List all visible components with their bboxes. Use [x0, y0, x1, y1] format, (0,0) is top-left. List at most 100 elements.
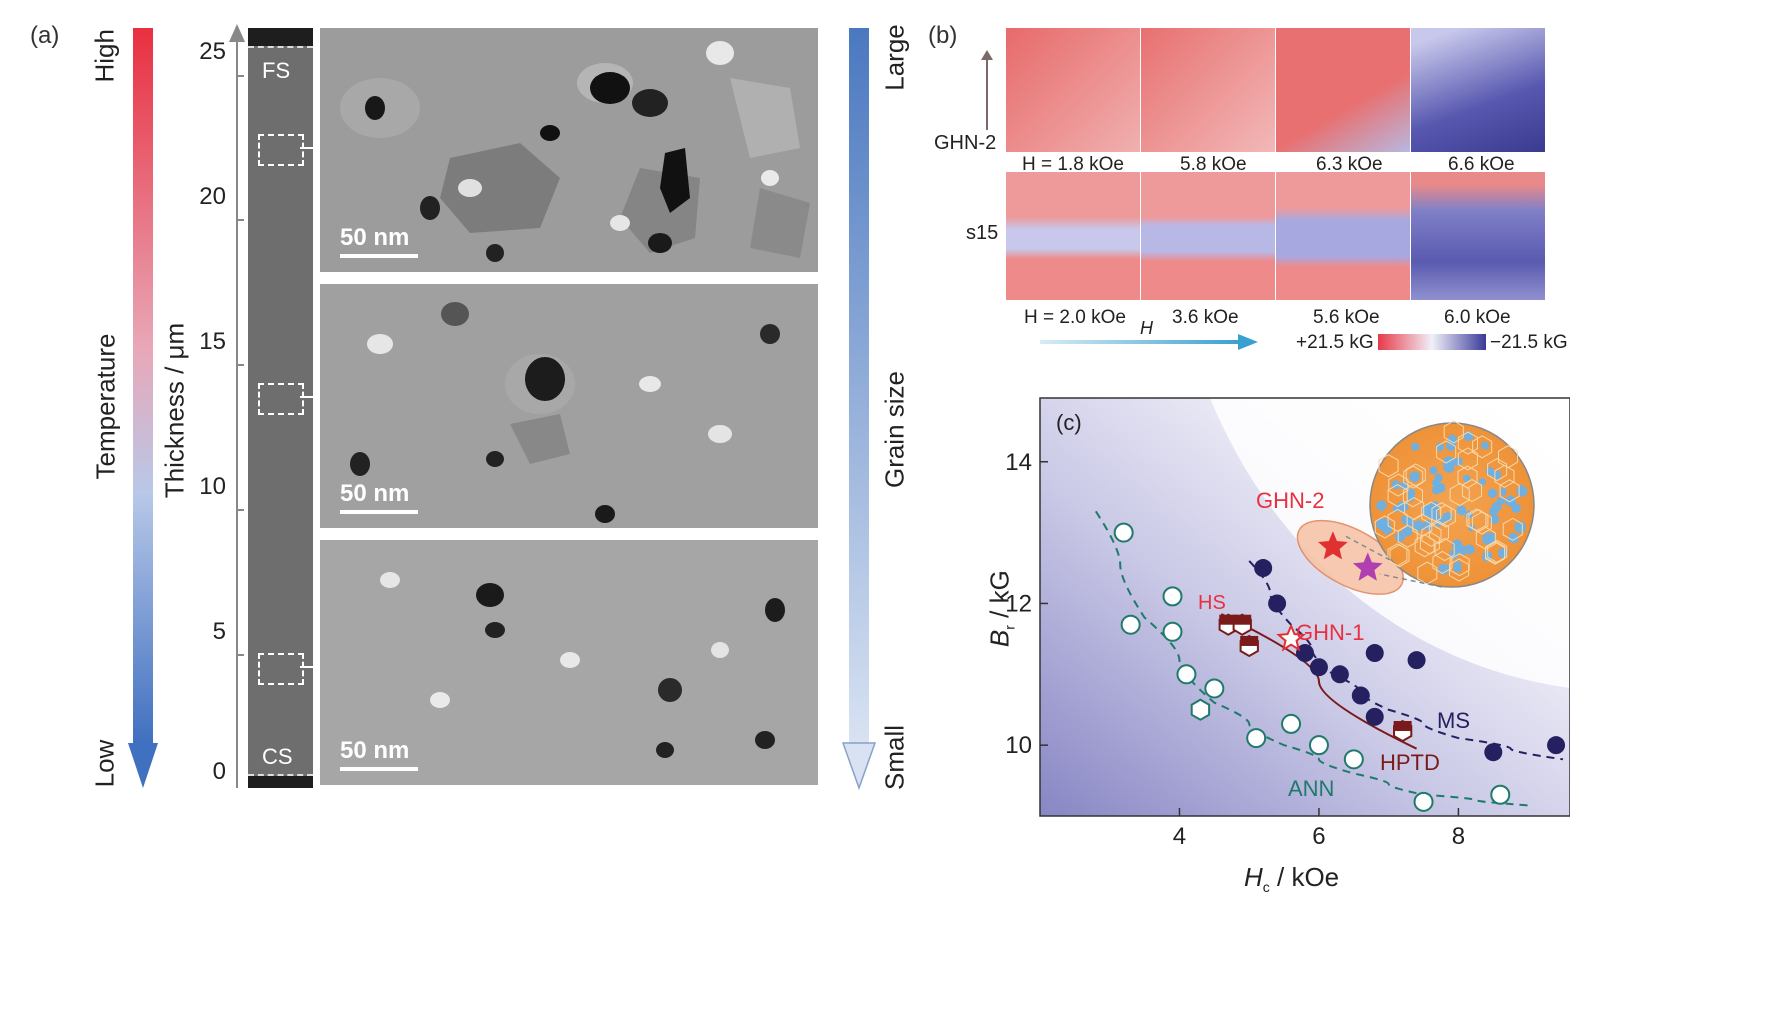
- grain-outline: [1435, 504, 1456, 528]
- data-point-ann: [1246, 728, 1267, 749]
- grain-outline: [1432, 550, 1453, 574]
- data-point-ms: [1407, 651, 1426, 670]
- plot-frame: [1039, 397, 1570, 817]
- ghn2-highlight-ellipse: [1296, 519, 1404, 595]
- temperature-gradient-arrow: [128, 28, 158, 788]
- temperature-low-label: Low: [89, 739, 120, 788]
- row1-field-4: 6.6 kOe: [1448, 154, 1515, 175]
- grain-outline: [1388, 473, 1409, 497]
- grain-outline: [1402, 484, 1423, 508]
- grain-boundary-phase: [1456, 504, 1466, 516]
- data-point-hptd-fill: [1219, 614, 1238, 625]
- scale-bar-label: 50 nm: [340, 737, 410, 764]
- grain-boundary-phase: [1487, 532, 1496, 543]
- data-point-ghn2: [1318, 531, 1348, 560]
- x-tick-label: 4: [1173, 823, 1186, 850]
- sample-region-box-top: [258, 134, 304, 166]
- scale-bar-label: 50 nm: [340, 224, 410, 251]
- data-point-ann: [1281, 713, 1302, 734]
- thickness-tick-10: 10: [199, 473, 226, 500]
- data-point-ann: [1204, 678, 1225, 699]
- c-xlabel-unit: / kOe: [1269, 862, 1340, 892]
- grain-boundary-phase: [1435, 442, 1444, 452]
- data-point-ms: [1365, 644, 1384, 663]
- thickness-tick-25: 25: [199, 38, 226, 65]
- temperature-high-label: High: [89, 29, 120, 83]
- data-point-ann: [1162, 621, 1183, 642]
- grain-outline: [1387, 508, 1408, 532]
- data-point-ms: [1351, 686, 1370, 705]
- grain-outline: [1466, 508, 1487, 532]
- row1-sample-label: GHN-2: [934, 132, 997, 154]
- microstructure-inset: [1369, 422, 1535, 588]
- grain-size-small-label: Small: [879, 725, 910, 791]
- fit-line-ms: [1248, 560, 1564, 761]
- grain-outline: [1502, 517, 1523, 541]
- grain-boundary-phase: [1411, 442, 1420, 452]
- thickness-axis-arrow: [229, 24, 245, 788]
- ghn2-annotation: GHN-2: [1256, 488, 1325, 513]
- grain-boundary-phase: [1481, 441, 1489, 450]
- grain-outline: [1472, 435, 1493, 459]
- y-tick-label: 14: [1005, 449, 1032, 476]
- grain-outline: [1389, 544, 1410, 568]
- x-tick-label: 6: [1312, 823, 1325, 850]
- row1-field-3: 6.3 kOe: [1316, 154, 1383, 175]
- y-tick-label: 10: [1005, 732, 1032, 759]
- thickness-tick-15: 15: [199, 328, 226, 355]
- grain-outline: [1449, 553, 1470, 577]
- panel-a-label: (a): [30, 22, 60, 49]
- data-point-ms: [1296, 644, 1314, 663]
- tem-image-middle: 50 nm: [320, 284, 818, 528]
- data-point-hexagon: [1190, 698, 1211, 721]
- c-xlabel: Hc / kOe: [1244, 862, 1339, 895]
- inset-connector-line: [1379, 573, 1443, 588]
- grain-boundary-phase: [1409, 470, 1420, 483]
- data-point-ann: [1490, 784, 1511, 805]
- grain-outline: [1487, 458, 1508, 482]
- x-tick-label: 8: [1452, 823, 1465, 850]
- domain-map-tile: [1276, 172, 1410, 300]
- grain-boundary-phase: [1465, 544, 1475, 555]
- field-arrow-label: H: [1140, 318, 1153, 338]
- grain-outline: [1475, 526, 1496, 550]
- thickness-tick-0: 0: [212, 758, 226, 785]
- data-point-ms: [1330, 665, 1349, 684]
- data-point-ms: [1254, 559, 1273, 578]
- grain-outline: [1387, 484, 1408, 508]
- data-point-ms: [1484, 743, 1503, 762]
- grain-boundary-phase: [1482, 550, 1493, 563]
- data-point-ms: [1365, 707, 1384, 726]
- grain-outline: [1471, 511, 1492, 535]
- grain-outline: [1421, 523, 1442, 547]
- domain-map-tile: [1411, 172, 1545, 300]
- thickness-tick-20: 20: [199, 183, 226, 210]
- grain-boundary-phase: [1511, 503, 1521, 514]
- grain-boundary-phase: [1402, 525, 1412, 538]
- domain-map-tile: [1276, 28, 1410, 152]
- grain-boundary-phase: [1413, 520, 1424, 532]
- data-point-ghn1: [1276, 623, 1306, 652]
- grain-outline: [1405, 463, 1426, 487]
- grain-boundary-phase: [1514, 520, 1526, 534]
- data-point-ms: [1309, 658, 1328, 677]
- data-point-ann: [1413, 791, 1434, 812]
- domain-map-tile: [1141, 172, 1275, 300]
- grain-outline: [1494, 464, 1515, 488]
- c-xlabel-sub: c: [1262, 879, 1270, 896]
- colorbar: [1378, 334, 1486, 350]
- ghn1-annotation: GHN-1: [1296, 620, 1365, 645]
- grain-outline: [1485, 540, 1506, 564]
- domain-map-tile: [1411, 28, 1545, 152]
- grain-size-gradient-arrow: [842, 28, 876, 790]
- sample-region-box-middle: [258, 383, 304, 415]
- domain-map-tile: [1141, 28, 1275, 152]
- data-point-ghn2: [1352, 552, 1383, 581]
- grain-boundary-phase: [1453, 564, 1462, 573]
- grain-boundary-phase: [1429, 466, 1438, 475]
- grain-outline: [1457, 447, 1478, 471]
- grain-size-title: Grain size: [879, 370, 910, 489]
- field-direction-arrow: [1040, 334, 1258, 350]
- temperature-title: Temperature: [90, 333, 121, 480]
- data-point-ann: [1308, 735, 1329, 756]
